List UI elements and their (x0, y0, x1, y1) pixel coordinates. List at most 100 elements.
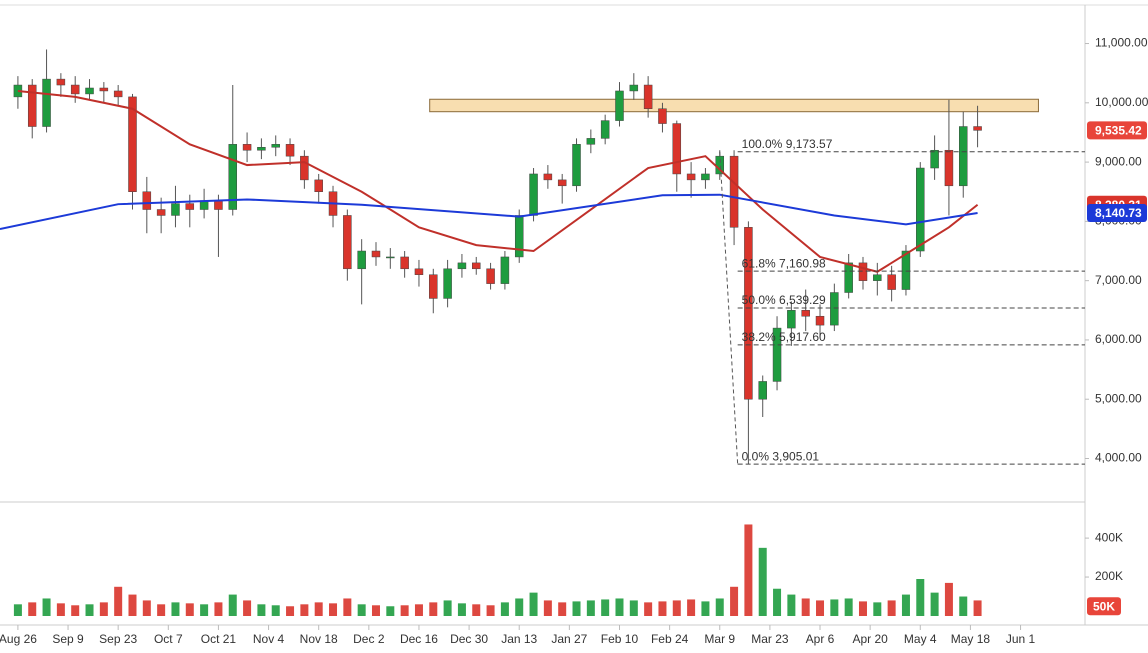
volume-bar (414, 604, 423, 616)
volume-bar (887, 600, 896, 616)
candle-body (314, 179, 323, 192)
candle-body (371, 250, 381, 258)
volume-bar (901, 594, 910, 616)
volume-bar (601, 599, 610, 616)
candle-body (500, 256, 510, 284)
candle-body (70, 84, 80, 95)
x-tick-label: Oct 21 (201, 632, 237, 646)
volume-bar (586, 600, 595, 616)
candle-body (529, 173, 538, 216)
volume-bar (558, 602, 567, 616)
x-tick-label: Apr 20 (852, 632, 888, 646)
volume-bar (687, 599, 696, 616)
candle-body (99, 87, 109, 92)
volume-bar (300, 604, 309, 616)
candle-body (930, 149, 939, 169)
candle-body (772, 327, 782, 382)
x-tick-label: Nov 4 (253, 632, 285, 646)
fib-label: 100.0% 9,173.57 (742, 137, 833, 151)
volume-bar (243, 600, 252, 616)
candle-body (629, 84, 639, 92)
candle-body (887, 274, 896, 290)
price-tag-label: 9,535.42 (1095, 124, 1142, 138)
candle-body (787, 310, 796, 329)
x-tick-label: May 18 (951, 632, 991, 646)
candle-body (400, 256, 409, 270)
x-tick-label: Dec 30 (450, 632, 488, 646)
candle-body (873, 274, 882, 281)
volume-bar (572, 601, 581, 616)
volume-bar (56, 603, 65, 616)
y-tick-label: 9,000.00 (1095, 154, 1142, 168)
volume-bar (214, 602, 223, 616)
x-tick-label: Apr 6 (806, 632, 835, 646)
candle-body (686, 173, 696, 181)
x-tick-label: Dec 2 (353, 632, 385, 646)
candle-body (973, 126, 982, 131)
candle-body (457, 262, 467, 270)
y-tick-label: 4,000.00 (1095, 451, 1142, 465)
candle-body (844, 262, 853, 293)
volume-bar (314, 602, 323, 616)
volume-bar (357, 604, 366, 616)
candle-body (343, 215, 352, 270)
y-tick-label: 11,000.00 (1095, 36, 1148, 50)
candle-body (801, 310, 810, 317)
volume-bar (457, 603, 466, 616)
volume-bar (500, 602, 509, 616)
moving-average (0, 193, 978, 231)
candle-body (572, 144, 581, 187)
volume-bar (486, 605, 495, 616)
volume-bar (171, 602, 180, 616)
volume-bar (472, 604, 481, 616)
price-tag (1087, 121, 1147, 140)
candle-body (242, 144, 252, 151)
candle-body (285, 144, 295, 157)
candle-body (214, 200, 223, 210)
x-tick-label: Nov 18 (300, 632, 338, 646)
fib-label: 50.0% 6,539.29 (742, 293, 826, 307)
candle-body (443, 268, 452, 299)
candle-body (113, 90, 123, 98)
volume-bar (257, 604, 266, 616)
resistance-zone (429, 98, 1039, 113)
candle-body (429, 274, 438, 299)
candle-body (815, 315, 825, 326)
x-tick-label: Sep 9 (52, 632, 84, 646)
y-tick-label: 10,000.00 (1095, 95, 1148, 109)
candle-body (744, 227, 753, 400)
x-tick-label: Feb 10 (601, 632, 639, 646)
candle-body (701, 173, 710, 181)
volume-bar (758, 547, 767, 616)
candle-body (858, 262, 868, 281)
volume-bar (658, 601, 667, 616)
candle-body (758, 381, 767, 400)
volume-tick-label: 400K (1095, 530, 1123, 544)
x-tick-label: May 4 (904, 632, 937, 646)
volume-bar (701, 601, 710, 616)
volume-bar (959, 596, 968, 616)
volume-bar (286, 606, 295, 616)
candle-body (615, 90, 624, 121)
volume-bar (930, 592, 939, 616)
volume-bar (42, 598, 51, 616)
plot: 4,000.005,000.006,000.007,000.008,000.00… (0, 36, 1148, 646)
candle-body (228, 144, 238, 210)
candle-body (600, 120, 610, 139)
volume-bar (343, 598, 352, 616)
candle-body (414, 268, 424, 275)
volume-bar (672, 600, 681, 616)
volume-bar (185, 603, 194, 616)
volume-bar (629, 600, 638, 616)
volume-bar (85, 604, 94, 616)
price-tag (1087, 204, 1147, 223)
volume-bar (730, 586, 739, 616)
x-tick-label: Sep 23 (99, 632, 137, 646)
volume-bar (787, 594, 796, 616)
volume-tag (1087, 597, 1121, 616)
x-tick-label: Jan 13 (501, 632, 537, 646)
x-tick-label: Jan 27 (551, 632, 587, 646)
candle-body (156, 209, 166, 216)
volume-bar (228, 594, 237, 616)
candle-body (257, 147, 266, 151)
